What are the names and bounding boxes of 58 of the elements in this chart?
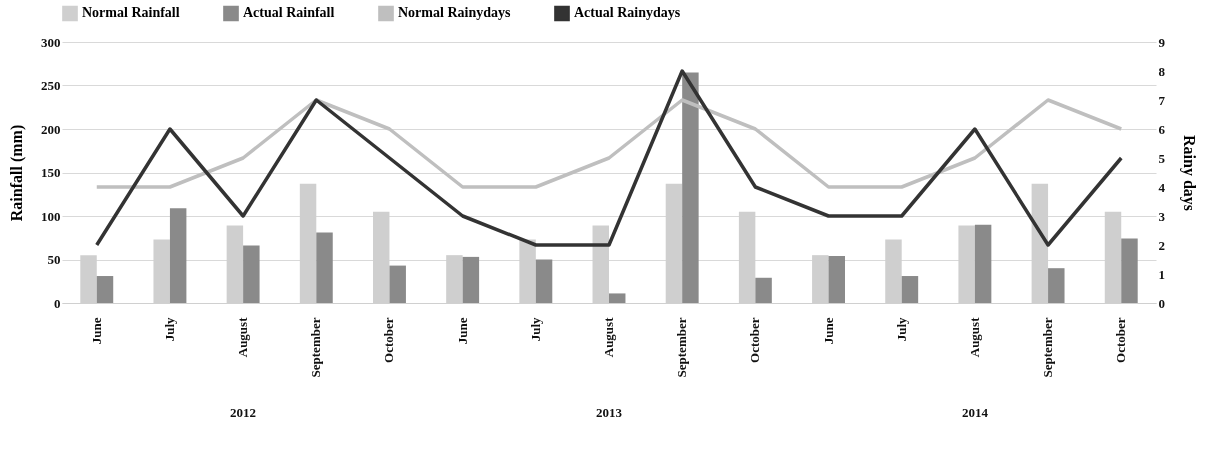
x-tick-label: July — [527, 317, 543, 342]
x-tick-label: July — [161, 317, 177, 342]
bar — [828, 256, 845, 303]
y2-tick-label: 7 — [1158, 92, 1166, 108]
y2-tick-label: 3 — [1158, 208, 1166, 224]
bar — [243, 245, 260, 303]
x-tick-label: September — [1040, 317, 1056, 378]
line-series — [95, 69, 1123, 247]
bar — [316, 232, 333, 303]
line-series — [95, 98, 1123, 189]
x-tick-label: October — [747, 317, 763, 363]
bar — [462, 256, 480, 303]
text: 2013 — [596, 405, 623, 420]
legend-label: Normal Rainydays — [398, 5, 511, 21]
y-tick-label: 200 — [41, 121, 61, 137]
bar — [389, 265, 406, 303]
bar — [535, 259, 553, 303]
bar — [974, 224, 992, 303]
y2-tick-label: 4 — [1158, 179, 1166, 195]
x-tick-label: June — [454, 317, 470, 345]
x-tick-label: June — [820, 317, 836, 345]
bar — [755, 277, 772, 303]
bar — [169, 208, 187, 303]
y2-tick-label: 2 — [1158, 237, 1165, 253]
x-tick-label: September — [674, 317, 690, 378]
legend-label: Normal Rainfall — [82, 5, 180, 21]
text: 2014 — [961, 405, 989, 420]
bar — [609, 293, 626, 303]
bar — [901, 276, 919, 303]
y-tick-label: 50 — [47, 252, 61, 267]
bar — [96, 276, 114, 303]
x-tick-label: August — [235, 316, 251, 358]
bar — [1048, 268, 1065, 303]
y2-tick-label: 5 — [1158, 150, 1166, 166]
bar — [682, 72, 699, 303]
y2-axis-title: Rainy days — [1180, 134, 1198, 212]
x-tick-label: July — [893, 317, 909, 342]
legend-label: Actual Rainydays — [574, 5, 681, 21]
y-axis-title: Rainfall (mm) — [8, 124, 26, 222]
y2-tick-label: 0 — [1158, 295, 1165, 311]
y-tick-label: 0 — [54, 295, 61, 311]
x-tick-label: October — [1113, 317, 1129, 363]
y2-tick-label: 9 — [1158, 34, 1166, 50]
y-tick-label: 150 — [41, 165, 61, 180]
y-tick-label: 100 — [41, 208, 61, 224]
y2-tick-label: 6 — [1158, 121, 1166, 137]
legend-label: Actual Rainfall — [243, 5, 335, 21]
bar — [1121, 238, 1138, 303]
x-tick-label: September — [308, 317, 324, 378]
y-tick-label: 300 — [41, 34, 61, 50]
text: 2012 — [230, 405, 257, 420]
y-tick-label: 250 — [41, 78, 61, 93]
y2-tick-label: 1 — [1158, 266, 1165, 282]
x-tick-label: June — [88, 317, 104, 345]
x-tick-label: August — [601, 316, 616, 358]
y2-tick-label: 8 — [1158, 63, 1166, 79]
x-tick-label: October — [381, 317, 397, 363]
x-tick-label: August — [966, 316, 982, 358]
